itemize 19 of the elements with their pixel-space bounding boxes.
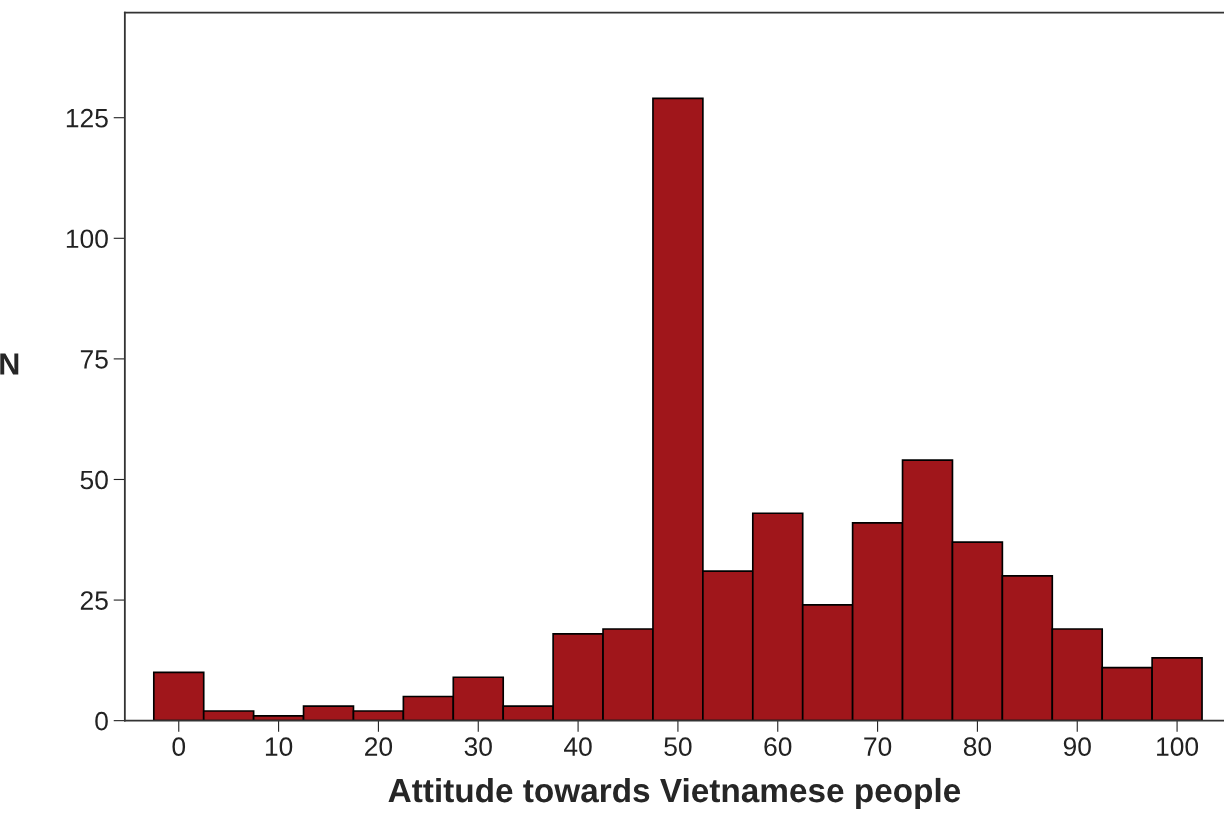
y-tick-label: 0 [95, 711, 108, 731]
x-tick-label: 90 [1063, 737, 1091, 757]
y-tick-label: 50 [80, 470, 108, 490]
y-tick-label: 100 [66, 229, 108, 249]
x-tick-label: 80 [963, 737, 992, 757]
y-tick-label: 25 [80, 591, 108, 610]
x-tick-label: 30 [464, 737, 492, 757]
y-tick-label: 125 [66, 108, 108, 128]
y-tick-label: 75 [80, 350, 108, 369]
x-tick-label: 70 [864, 737, 892, 757]
y-axis-title: N [0, 353, 19, 375]
x-tick-label: 50 [664, 737, 692, 757]
x-tick-label: 10 [265, 737, 293, 757]
x-axis-title: Attitude towards Vietnamese people [388, 777, 961, 809]
x-tick-label: 40 [564, 737, 592, 757]
x-tick-label: 0 [172, 737, 186, 757]
x-tick-label: 20 [365, 737, 393, 757]
x-tick-label: 100 [1157, 737, 1199, 757]
x-tick-label: 60 [764, 737, 792, 757]
